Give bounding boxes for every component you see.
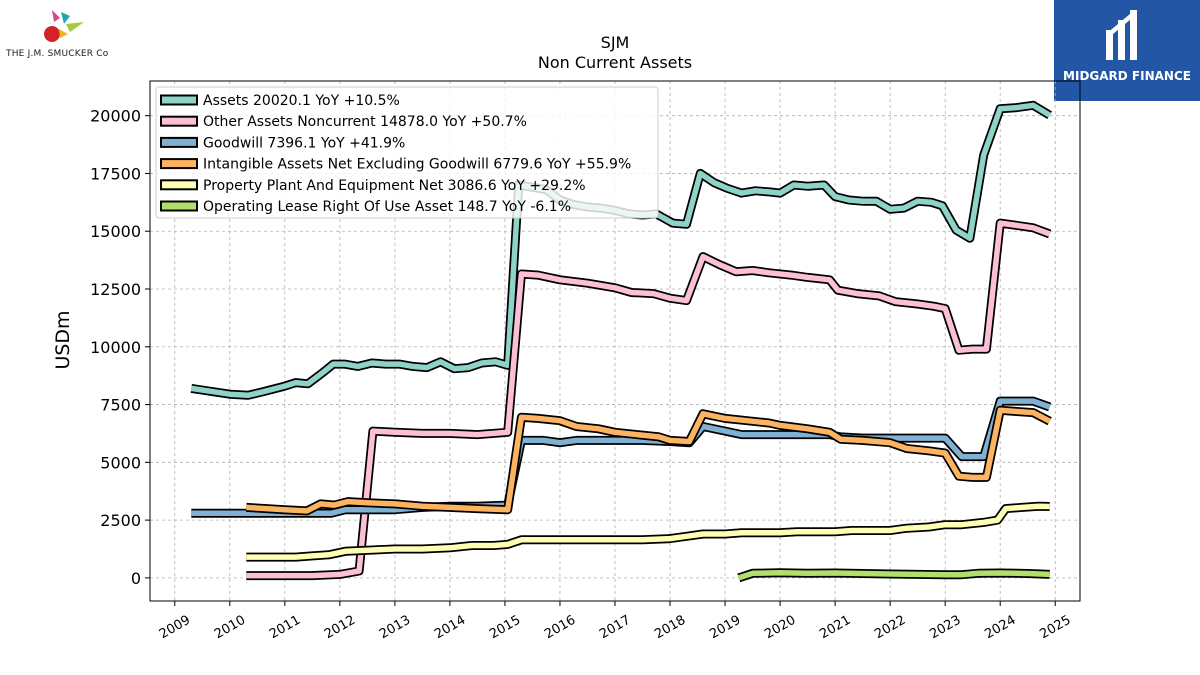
series-line-5 — [737, 570, 1050, 581]
series-line-4 — [246, 503, 1050, 560]
y-axis-ticks: 0 2500 5000 7500 10000 12500 15000 17500 20000 — [90, 107, 150, 588]
y-tick-label: 15000 — [90, 222, 141, 241]
y-tick-label: 20000 — [90, 107, 141, 126]
legend-label-0: Assets 20020.1 YoY +10.5% — [203, 93, 400, 109]
x-tick-label: 2024 — [982, 613, 1018, 643]
x-tick-label: 2025 — [1037, 613, 1073, 643]
series-lines — [190, 100, 1053, 583]
leaf-yellow — [59, 29, 68, 38]
emblem-bar-mid — [1118, 20, 1125, 60]
fruit-leaves-icon — [44, 10, 84, 42]
series-line-1 — [246, 220, 1051, 579]
y-tick-label: 7500 — [100, 396, 141, 415]
y-tick-label: 2500 — [100, 511, 141, 530]
legend-label-2: Goodwill 7396.1 YoY +41.9% — [203, 135, 405, 151]
legend-label-1: Other Assets Noncurrent 14878.0 YoY +50.… — [203, 114, 527, 130]
x-tick-label: 2013 — [377, 613, 413, 643]
smucker-logo: THE J.M. SMUCKER Co — [4, 4, 124, 64]
emblem-diagonal — [1106, 14, 1137, 34]
midgard-finance-logo: MIDGARD FINANCE — [1054, 0, 1200, 101]
chart-title: SJM — [601, 33, 630, 52]
y-axis-label: USDm — [52, 310, 74, 369]
leaf-green — [66, 22, 84, 32]
y-tick-label: 5000 — [100, 453, 141, 472]
x-tick-label: 2010 — [212, 613, 248, 643]
leaf-purple — [52, 10, 60, 22]
company-logo-text: THE J.M. SMUCKER Co — [6, 49, 109, 59]
x-tick-label: 2011 — [267, 613, 303, 643]
legend-swatch-0 — [160, 94, 198, 106]
x-tick-label: 2012 — [322, 613, 358, 643]
legend-box — [155, 86, 659, 219]
x-tick-label: 2015 — [487, 613, 523, 643]
legend-swatch-3 — [160, 158, 198, 170]
x-tick-label: 2017 — [597, 613, 633, 643]
x-axis-ticks: 2009 2010 2011 2012 2013 2014 2015 2016 2017 2018… — [157, 601, 1074, 642]
emblem-bar-right — [1130, 10, 1137, 60]
publisher-logo-text: MIDGARD FINANCE — [1063, 69, 1191, 83]
y-tick-label: 0 — [131, 569, 141, 588]
x-tick-label: 2020 — [762, 613, 798, 643]
midgard-emblem-icon — [1106, 10, 1137, 60]
x-tick-label: 2016 — [542, 613, 578, 643]
legend: Assets 20020.1 YoY +10.5% Other Assets No… — [155, 86, 659, 219]
y-tick-label: 12500 — [90, 280, 141, 299]
x-tick-label: 2014 — [432, 613, 468, 643]
legend-swatch-1 — [160, 115, 198, 127]
x-tick-label: 2019 — [707, 613, 743, 643]
y-tick-label: 17500 — [90, 164, 141, 183]
x-tick-label: 2009 — [157, 613, 193, 643]
legend-label-4: Property Plant And Equipment Net 3086.6 … — [203, 178, 586, 194]
x-tick-label: 2022 — [872, 613, 908, 643]
legend-swatch-2 — [160, 136, 198, 148]
x-tick-label: 2023 — [927, 613, 963, 643]
leaf-teal — [61, 12, 70, 24]
legend-label-5: Operating Lease Right Of Use Asset 148.7… — [203, 199, 571, 215]
series-line-3 — [246, 407, 1051, 514]
legend-label-3: Intangible Assets Net Excluding Goodwill… — [203, 157, 631, 173]
x-tick-label: 2018 — [652, 613, 688, 643]
x-tick-label: 2021 — [817, 613, 853, 643]
strawberry-shape — [44, 26, 60, 42]
chart-subtitle: Non Current Assets — [538, 53, 692, 72]
y-tick-label: 10000 — [90, 338, 141, 357]
series-outline-2 — [191, 396, 1052, 518]
emblem-bar-left — [1106, 30, 1113, 60]
legend-swatch-4 — [160, 179, 198, 191]
legend-swatch-5 — [160, 200, 198, 212]
series-line-2 — [191, 398, 1051, 516]
